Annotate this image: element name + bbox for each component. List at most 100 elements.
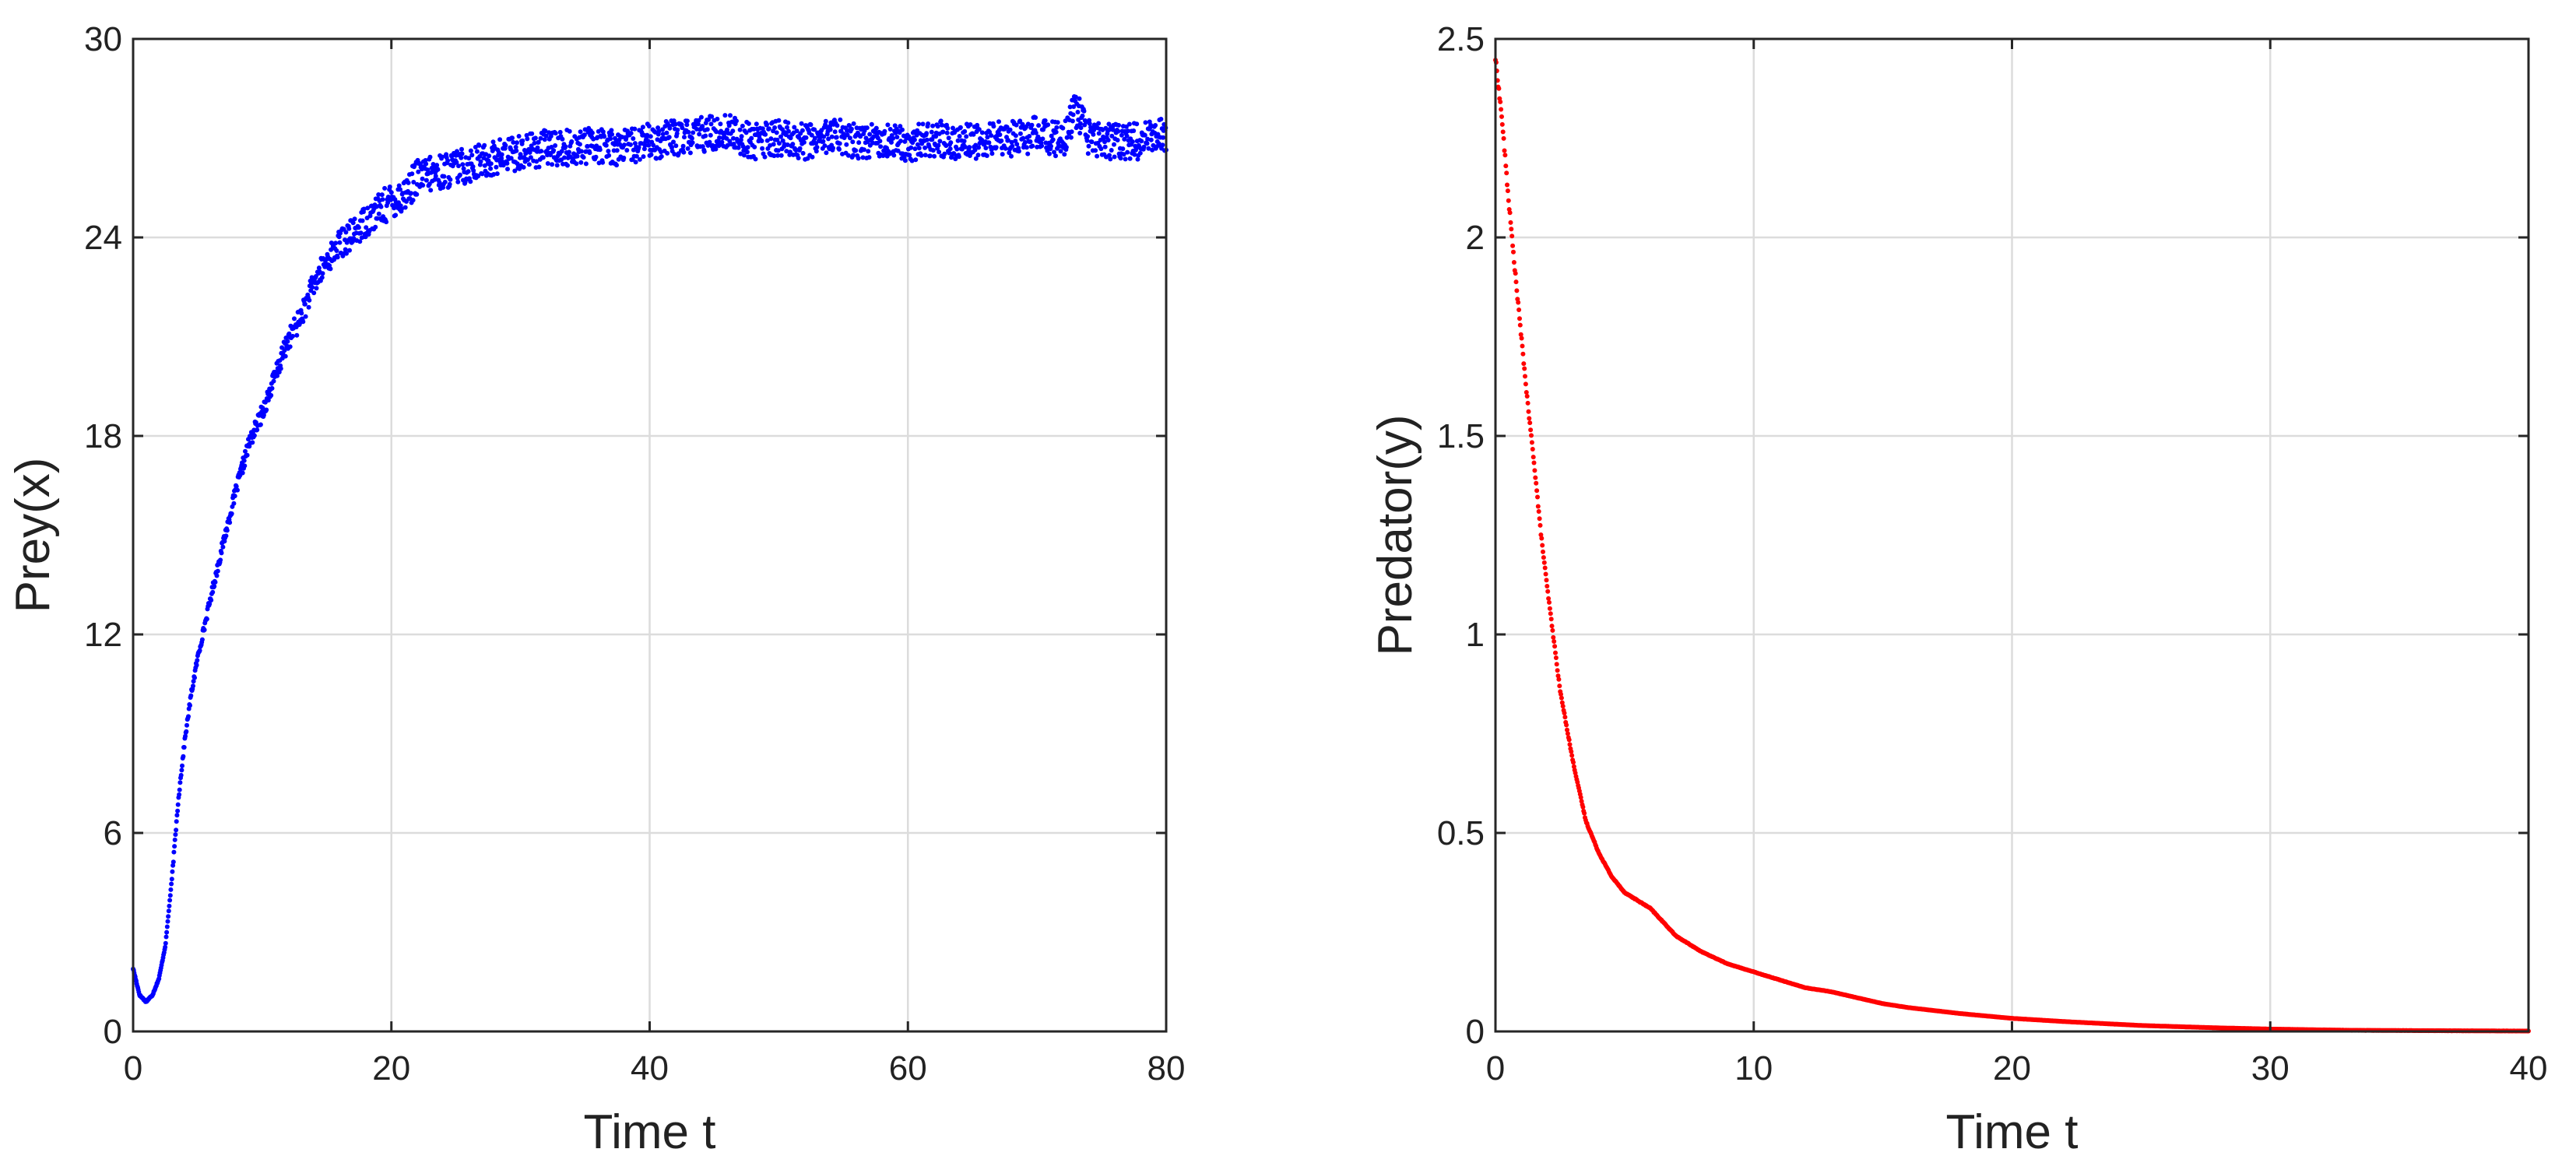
prey-data-point — [1042, 118, 1048, 123]
prey-data-point — [1161, 135, 1165, 140]
prey-data-point — [209, 598, 214, 603]
prey-data-point — [645, 132, 650, 138]
predator-data-point — [1565, 731, 1570, 736]
prey-data-point — [676, 151, 681, 156]
prey-data-point — [1127, 156, 1133, 161]
predator-data-point — [1508, 220, 1513, 225]
prey-data-point — [1049, 133, 1054, 139]
prey-data-point — [891, 153, 897, 158]
prey-data-point — [986, 140, 992, 146]
prey-data-point — [1007, 127, 1013, 132]
prey-data-point — [503, 142, 508, 148]
prey-data-point — [858, 134, 863, 139]
predator-data-point — [1559, 695, 1564, 701]
prey-data-point — [946, 135, 951, 141]
prey-data-point — [1014, 122, 1019, 128]
prey-data-point — [1116, 122, 1121, 128]
prey-data-point — [933, 134, 939, 139]
prey-data-point — [376, 211, 381, 216]
prey-data-point — [1078, 125, 1084, 131]
prey-data-point — [466, 169, 471, 174]
prey-data-point — [719, 139, 725, 145]
prey-data-point — [235, 487, 240, 493]
prey-data-point — [705, 127, 710, 132]
prey-data-point — [654, 156, 659, 161]
prey-data-point — [445, 158, 451, 163]
prey-data-point — [175, 802, 181, 807]
predator-data-point — [1541, 555, 1546, 560]
prey-data-point — [540, 155, 546, 160]
prey-data-point — [532, 140, 537, 146]
prey-data-point — [878, 144, 884, 149]
prey-data-point — [608, 136, 613, 142]
prey-data-point — [700, 144, 705, 149]
predator-data-point — [1562, 715, 1568, 720]
prey-data-point — [171, 849, 177, 855]
prey-data-point — [516, 134, 522, 139]
prey-data-point — [460, 162, 466, 167]
prey-data-point — [476, 142, 482, 148]
prey-data-point — [278, 366, 283, 371]
prey-data-point — [550, 162, 555, 167]
prey-data-point — [511, 139, 516, 145]
predator-data-point — [1535, 504, 1541, 509]
prey-data-point — [745, 145, 750, 150]
predator-data-point — [1559, 700, 1565, 705]
prey-data-point — [185, 722, 189, 728]
prey-data-point — [759, 139, 764, 143]
prey-data-point — [944, 143, 949, 149]
prey-data-point — [223, 533, 229, 539]
prey-data-point — [461, 166, 466, 171]
prey-data-point — [1146, 146, 1151, 151]
predator-data-point — [1547, 606, 1552, 611]
prey-data-point — [660, 132, 666, 137]
prey-data-point — [1134, 121, 1140, 127]
prey-data-point — [837, 141, 842, 146]
prey-data-point — [1070, 118, 1075, 124]
prey-data-point — [311, 290, 317, 296]
predator-data-point — [1507, 210, 1513, 216]
prey-data-point — [680, 125, 685, 131]
predator-data-point — [1544, 578, 1549, 583]
prey-data-point — [845, 132, 850, 138]
prey-data-point — [1039, 143, 1045, 149]
prey-data-point — [218, 557, 223, 563]
prey-data-point — [665, 150, 670, 156]
prey-data-point — [1010, 143, 1015, 149]
prey-data-point — [423, 158, 428, 163]
prey-data-point — [439, 154, 445, 160]
prey-data-point — [850, 153, 856, 158]
prey-data-point — [659, 149, 664, 155]
prey-data-point — [603, 142, 609, 148]
prey-data-point — [1091, 128, 1097, 132]
prey-data-point — [631, 136, 636, 141]
prey-data-point — [962, 144, 968, 149]
predator-data-point — [1534, 480, 1539, 486]
prey-ytick-label-3: 18 — [84, 417, 122, 455]
prey-data-point — [567, 149, 571, 155]
prey-data-point — [1000, 152, 1005, 157]
prey-data-point — [468, 148, 473, 153]
prey-data-point — [1047, 151, 1052, 156]
prey-chart: 0 20 40 60 80 0 6 12 18 24 30 Time t Prey(x) — [6, 20, 1185, 1159]
prey-data-point — [525, 136, 530, 142]
prey-data-point — [744, 149, 750, 155]
predator-data-point — [1554, 662, 1559, 667]
predator-xtick-label-0: 0 — [1486, 1049, 1505, 1087]
prey-data-point — [333, 241, 339, 246]
prey-data-point — [621, 155, 627, 160]
prey-data-point — [456, 163, 461, 169]
predator-data-point — [1498, 99, 1503, 104]
prey-data-point — [900, 127, 905, 132]
prey-data-point — [737, 127, 743, 132]
prey-data-point — [1160, 142, 1165, 148]
prey-data-point — [983, 146, 989, 151]
prey-data-point — [363, 234, 368, 240]
prey-data-point — [771, 153, 777, 159]
predator-data-point — [1520, 343, 1525, 349]
prey-data-point — [689, 135, 694, 141]
prey-data-point — [482, 142, 487, 148]
prey-data-point — [624, 148, 630, 153]
prey-data-point — [1112, 142, 1116, 147]
prey-data-point — [231, 501, 237, 506]
